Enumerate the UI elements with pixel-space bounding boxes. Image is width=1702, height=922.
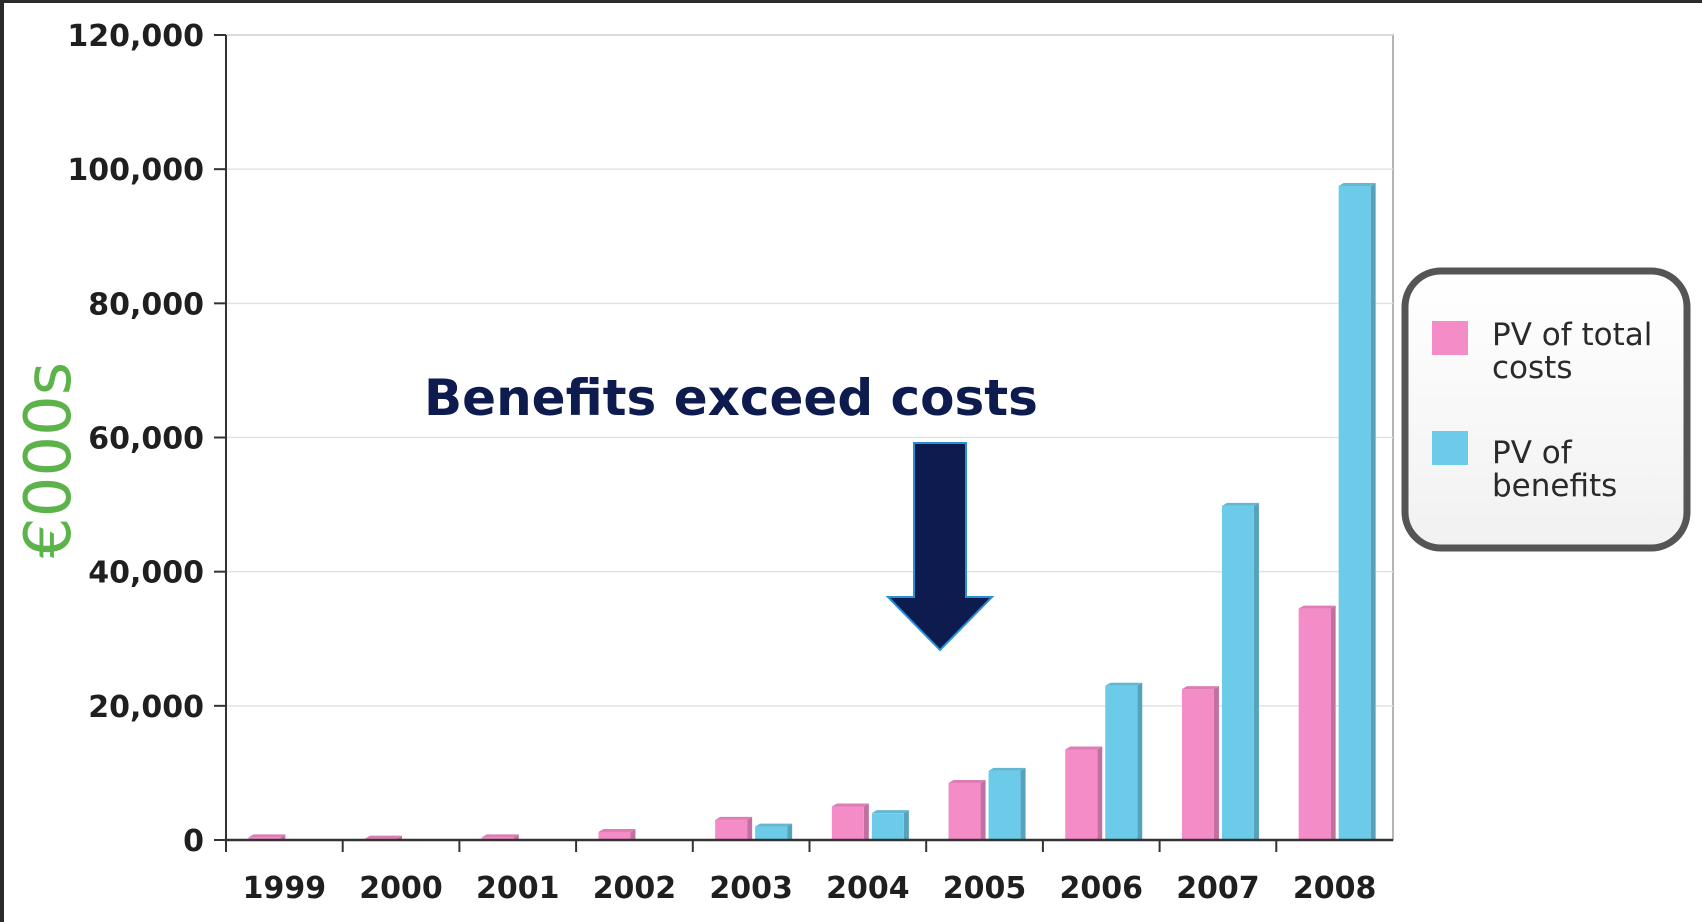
legend-swatch-benefits [1432,431,1468,465]
annotation-text: Benefits exceed costs [424,369,1038,427]
y-tick-label: 100,000 [67,153,204,188]
y-axis-label: €000s [12,362,86,558]
bar-costs [1181,686,1219,840]
down-arrow-icon [885,442,995,652]
bar-costs [948,779,986,840]
x-tick-label: 2001 [476,871,560,906]
bar-costs [1298,605,1336,840]
legend: PV of total costs PV of benefits [1401,267,1691,552]
bar-costs [1065,746,1103,840]
y-tick-label: 20,000 [88,690,204,725]
x-tick-label: 2003 [709,871,793,906]
x-tick-label: 2004 [826,871,910,906]
legend-label-costs-line2: costs [1492,350,1572,386]
bar-benefits [1221,502,1259,840]
legend-label-benefits-line2: benefits [1492,468,1617,504]
legend-box [1401,267,1691,552]
y-tick-label: 120,000 [67,19,204,54]
x-tick-label: 2000 [359,871,443,906]
bar-chart: 020,00040,00060,00080,000100,000120,000 … [12,19,1691,906]
y-tick-label: 0 [183,824,204,859]
x-tick-label: 2005 [943,871,1027,906]
y-tick-label: 60,000 [88,422,204,457]
x-tick-label: 2008 [1293,871,1377,906]
axes [214,34,1393,852]
bar-benefits [1105,682,1143,840]
bar-costs [598,828,636,840]
x-tick-labels: 1999 2000 2001 2002 2003 2004 2005 2006 2007 2008 [243,871,1377,906]
legend-swatch-costs [1432,321,1468,355]
legend-label-costs-line1: PV of total [1492,317,1652,353]
chart-container: 0 20,000 40,000 60,000 80,000 100,000 120,000 … [4,3,1702,922]
bar-benefits [1338,182,1376,840]
bar-costs [715,816,753,840]
legend-label-benefits-line1: PV of [1492,435,1573,471]
bar-costs [248,834,286,840]
bar-benefits [871,810,909,840]
x-tick-label: 2002 [593,871,677,906]
y-tick-labels: 0 20,000 40,000 60,000 80,000 100,000 120,000 [67,19,204,859]
bar-costs [831,803,869,840]
bar-costs [481,834,519,840]
y-tick-label: 40,000 [88,556,204,591]
x-tick-label: 1999 [243,871,327,906]
x-tick-label: 2006 [1060,871,1144,906]
bars [248,182,1376,840]
y-tick-label: 80,000 [88,287,204,322]
bar-benefits [988,767,1026,840]
bar-benefits [755,823,793,840]
x-tick-label: 2007 [1176,871,1260,906]
